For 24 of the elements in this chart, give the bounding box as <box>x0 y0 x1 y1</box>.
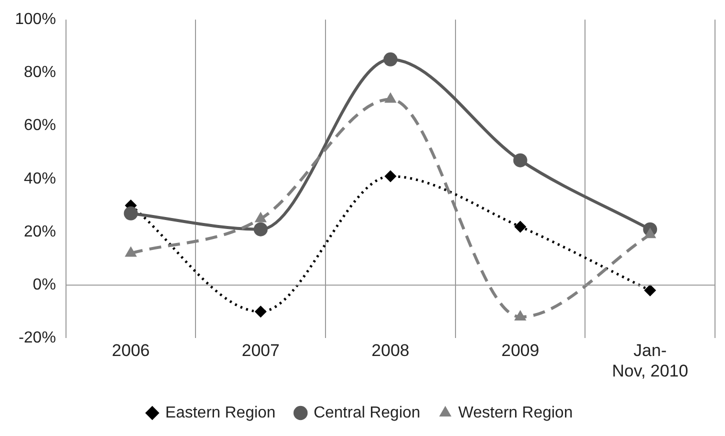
point <box>513 153 528 168</box>
legend-label: Eastern Region <box>165 404 276 422</box>
y-tick-label: 100% <box>15 11 56 28</box>
point <box>644 284 656 296</box>
x-tick-label: 2006 <box>112 341 150 360</box>
y-tick-label: 60% <box>24 117 56 134</box>
legend-label: Central Region <box>314 404 420 422</box>
point <box>254 306 267 318</box>
x-tick-label: 2008 <box>372 341 410 360</box>
y-tick-label: 20% <box>24 223 56 240</box>
point <box>124 206 138 220</box>
legend-label: Western Region <box>458 404 573 422</box>
x-tick-label: Jan-Nov, 2010 <box>612 341 688 380</box>
y-tick-label: -20% <box>18 330 56 347</box>
point <box>254 222 268 236</box>
y-tick-label: 40% <box>24 170 56 188</box>
point <box>514 220 526 233</box>
y-tick-label: 0% <box>32 276 56 294</box>
point <box>384 170 396 182</box>
y-tick-label: 80% <box>24 64 56 82</box>
point <box>644 228 656 238</box>
point <box>383 52 398 66</box>
x-tick-label: 2007 <box>242 341 280 360</box>
x-tick-label: 2009 <box>501 341 540 360</box>
